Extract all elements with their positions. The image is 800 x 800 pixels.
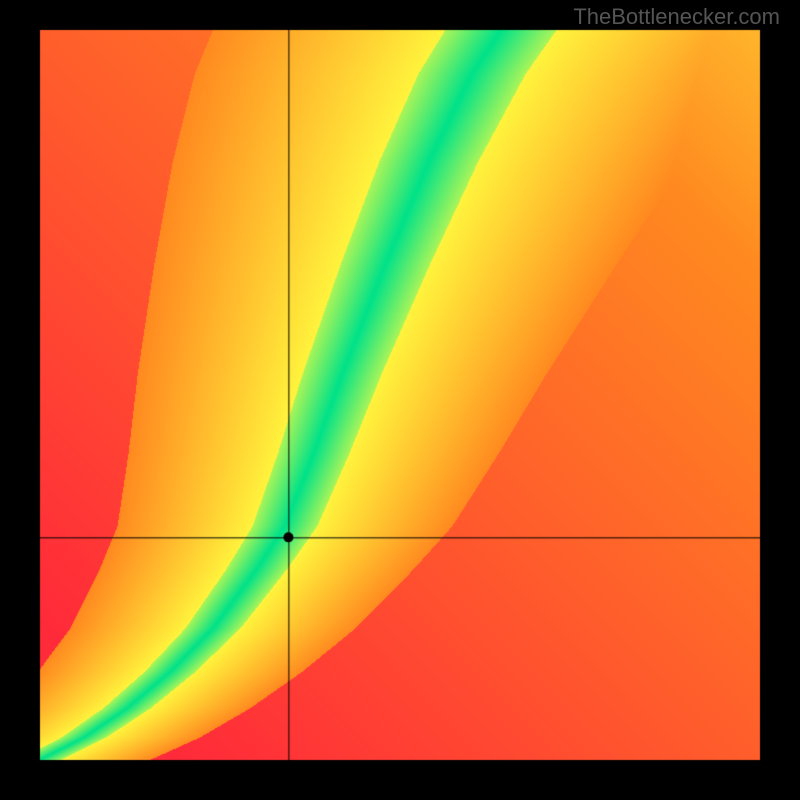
chart-container: TheBottlenecker.com xyxy=(0,0,800,800)
watermark-text: TheBottlenecker.com xyxy=(573,4,780,30)
bottleneck-heatmap xyxy=(0,0,800,800)
